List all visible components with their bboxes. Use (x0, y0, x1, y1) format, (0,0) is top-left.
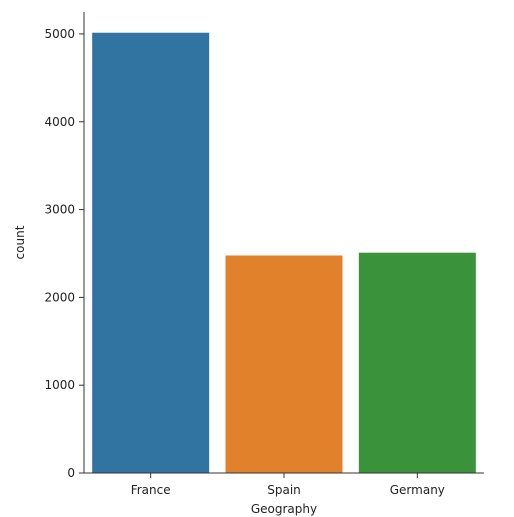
x-tick-label: France (131, 483, 171, 497)
bar-spain (225, 255, 343, 473)
y-tick-label: 2000 (44, 290, 75, 304)
y-tick-label: 1000 (44, 378, 75, 392)
bars-group (92, 32, 476, 473)
x-axis-title: Geography (251, 502, 317, 516)
y-axis-title: count (13, 225, 27, 259)
y-tick-label: 0 (67, 466, 75, 480)
y-tick-label: 3000 (44, 203, 75, 217)
x-axis-ticks: France Spain Germany (131, 473, 445, 497)
x-tick-label: Spain (267, 483, 301, 497)
y-axis-ticks: 0 1000 2000 3000 4000 5000 (44, 27, 84, 480)
bar-france (92, 32, 210, 473)
x-tick-label: Germany (390, 483, 445, 497)
y-tick-label: 4000 (44, 115, 75, 129)
y-tick-label: 5000 (44, 27, 75, 41)
plot-area: 0 1000 2000 3000 4000 5000 France Spain Germany (44, 12, 484, 497)
bar-germany (358, 252, 476, 473)
